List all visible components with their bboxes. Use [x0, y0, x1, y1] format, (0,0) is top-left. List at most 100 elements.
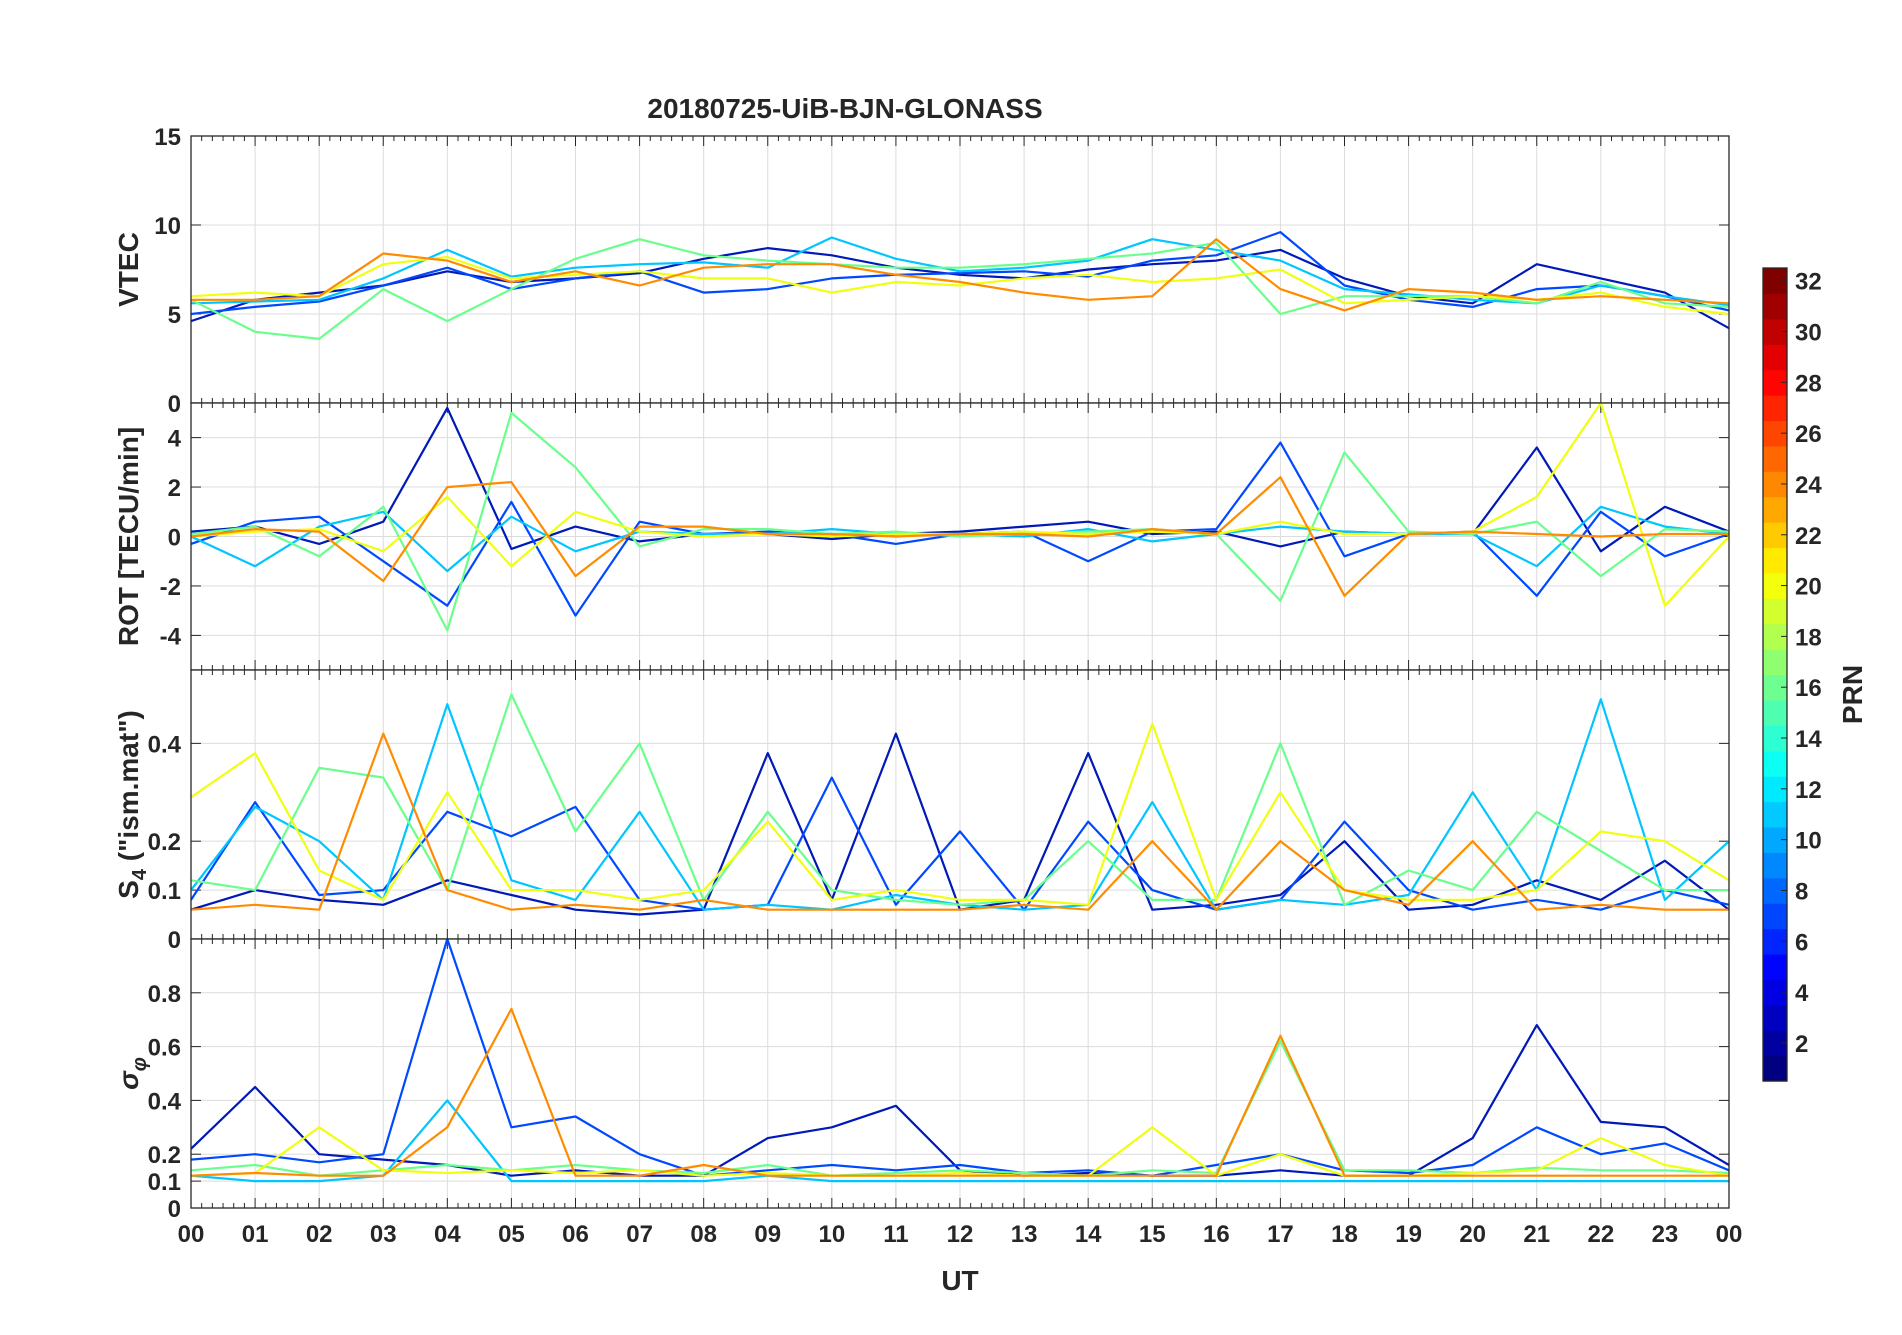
y-tick-label: 2: [168, 475, 181, 502]
colorbar-segment: [1763, 496, 1787, 523]
series-line-prn-6: [191, 776, 1729, 911]
y-tick-label: 5: [168, 302, 181, 329]
y-tick-label: 4: [168, 426, 182, 453]
y-tick-label: 0.6: [148, 1035, 181, 1062]
y-tick-label: 0: [168, 927, 181, 954]
y-axis-label: ROT [TECU/min]: [113, 427, 144, 646]
x-tick-label: 02: [306, 1221, 333, 1248]
x-tick-label: 12: [947, 1221, 974, 1248]
x-axis-label: UT: [941, 1265, 978, 1296]
colorbar-tick-label: 30: [1795, 320, 1822, 347]
x-tick-label: 19: [1395, 1221, 1422, 1248]
y-tick-label: 0.4: [148, 1088, 182, 1115]
y-axis-label-rest: ("ism.mat"): [113, 710, 144, 869]
colorbar-segment: [1763, 1055, 1787, 1082]
colorbar-tick-label: 2: [1795, 1031, 1808, 1058]
x-tick-label: 09: [754, 1221, 781, 1248]
colorbar-tick-label: 8: [1795, 878, 1808, 905]
y-axis-label-sub: 4: [129, 868, 151, 880]
panel-1: 0 5 10 15 VTEC: [113, 124, 1730, 418]
colorbar-segment: [1763, 699, 1787, 726]
colorbar-tick-label: 18: [1795, 624, 1822, 651]
colorbar-tick-label: 4: [1795, 980, 1809, 1007]
x-tick-label: 11: [883, 1221, 908, 1248]
colorbar-label: PRN: [1837, 665, 1868, 724]
series-line-prn-23: [191, 238, 1729, 312]
colorbar-tick-label: 24: [1795, 472, 1822, 499]
colorbar-segment: [1763, 953, 1787, 980]
colorbar-segment: [1763, 547, 1787, 574]
colorbar-segment: [1763, 598, 1787, 625]
y-tick-label: 0.8: [148, 981, 181, 1008]
x-tick-label: 14: [1075, 1221, 1102, 1248]
colorbar-tick-label: 26: [1795, 421, 1822, 448]
colorbar-tick-label: 6: [1795, 929, 1808, 956]
colorbar-segment: [1763, 649, 1787, 676]
colorbar-segment: [1763, 344, 1787, 371]
y-tick-label: -4: [160, 623, 182, 650]
colorbar-segment: [1763, 1004, 1787, 1031]
series-line-prn-23: [191, 732, 1729, 911]
panel-3: 00.10.20.4S4 ("ism.mat"): [113, 669, 1730, 954]
x-tick-label: 04: [434, 1221, 461, 1248]
x-tick-label: 21: [1523, 1221, 1550, 1248]
series-line-prn-2: [191, 247, 1729, 330]
colorbar-segment: [1763, 293, 1787, 320]
x-tick-label: 00: [1716, 1221, 1743, 1248]
x-tick-label: 10: [818, 1221, 845, 1248]
y-tick-label: 0: [168, 391, 181, 418]
series-line-prn-16: [191, 411, 1729, 632]
x-tick-label: 23: [1652, 1221, 1679, 1248]
x-tick-label: 00: [178, 1221, 205, 1248]
colorbar-segment: [1763, 801, 1787, 828]
colorbar-tick-label: 14: [1795, 726, 1822, 753]
y-tick-label: 0.1: [148, 1169, 181, 1196]
colorbar-tick-label: 28: [1795, 370, 1822, 397]
panel-2: -4 -2 0 2 4 ROT [TECU/min]: [113, 402, 1730, 671]
series-line-prn-23: [191, 1007, 1729, 1177]
series-line-prn-11: [191, 1099, 1729, 1183]
colorbar-segment: [1763, 903, 1787, 930]
x-tick-label: 13: [1011, 1221, 1038, 1248]
y-axis-label-main: σ: [113, 1070, 144, 1090]
series-line-prn-11: [191, 236, 1729, 307]
x-tick-label: 22: [1587, 1221, 1614, 1248]
series-line-prn-20: [191, 722, 1729, 906]
series-line-prn-20: [191, 255, 1729, 316]
y-tick-label: 0.2: [148, 829, 181, 856]
series-line-prn-20: [191, 1126, 1729, 1177]
x-tick-label: 20: [1459, 1221, 1486, 1248]
x-tick-label: 17: [1267, 1221, 1294, 1248]
axes-box: [190, 938, 1730, 1209]
y-axis-label: VTEC: [113, 232, 144, 307]
y-axis-label-main: S: [113, 880, 144, 899]
colorbar-segment: [1763, 395, 1787, 422]
colorbar-segment: [1763, 445, 1787, 472]
y-axis-label-sub: φ: [129, 1057, 151, 1071]
colorbar-tick-label: 16: [1795, 675, 1822, 702]
colorbar-tick-label: 32: [1795, 269, 1822, 296]
x-tick-label: 15: [1139, 1221, 1166, 1248]
colorbar-segment: [1763, 750, 1787, 777]
series-line-prn-6: [191, 939, 1729, 1177]
y-axis-label: S4 ("ism.mat"): [113, 710, 151, 899]
chart-title: 20180725-UiB-BJN-GLONASS: [647, 93, 1042, 124]
x-tick-label: 03: [370, 1221, 397, 1248]
colorbar-tick-label: 22: [1795, 523, 1822, 550]
colorbar-tick-label: 12: [1795, 777, 1822, 804]
series-line-prn-6: [191, 231, 1729, 316]
y-tick-label: 0.4: [148, 731, 182, 758]
colorbar-segment: [1763, 852, 1787, 879]
y-axis-label: σφ: [113, 1057, 151, 1090]
series-line-prn-23: [191, 476, 1729, 597]
colorbar-tick-label: 20: [1795, 574, 1822, 601]
y-tick-label: 15: [154, 124, 181, 151]
y-tick-label: 0: [168, 525, 181, 552]
panel-4: 00.10.2 0.4 0.6 0.8 σφ: [113, 938, 1730, 1223]
x-tick-label: 05: [498, 1221, 525, 1248]
x-tick-label: 06: [562, 1221, 589, 1248]
